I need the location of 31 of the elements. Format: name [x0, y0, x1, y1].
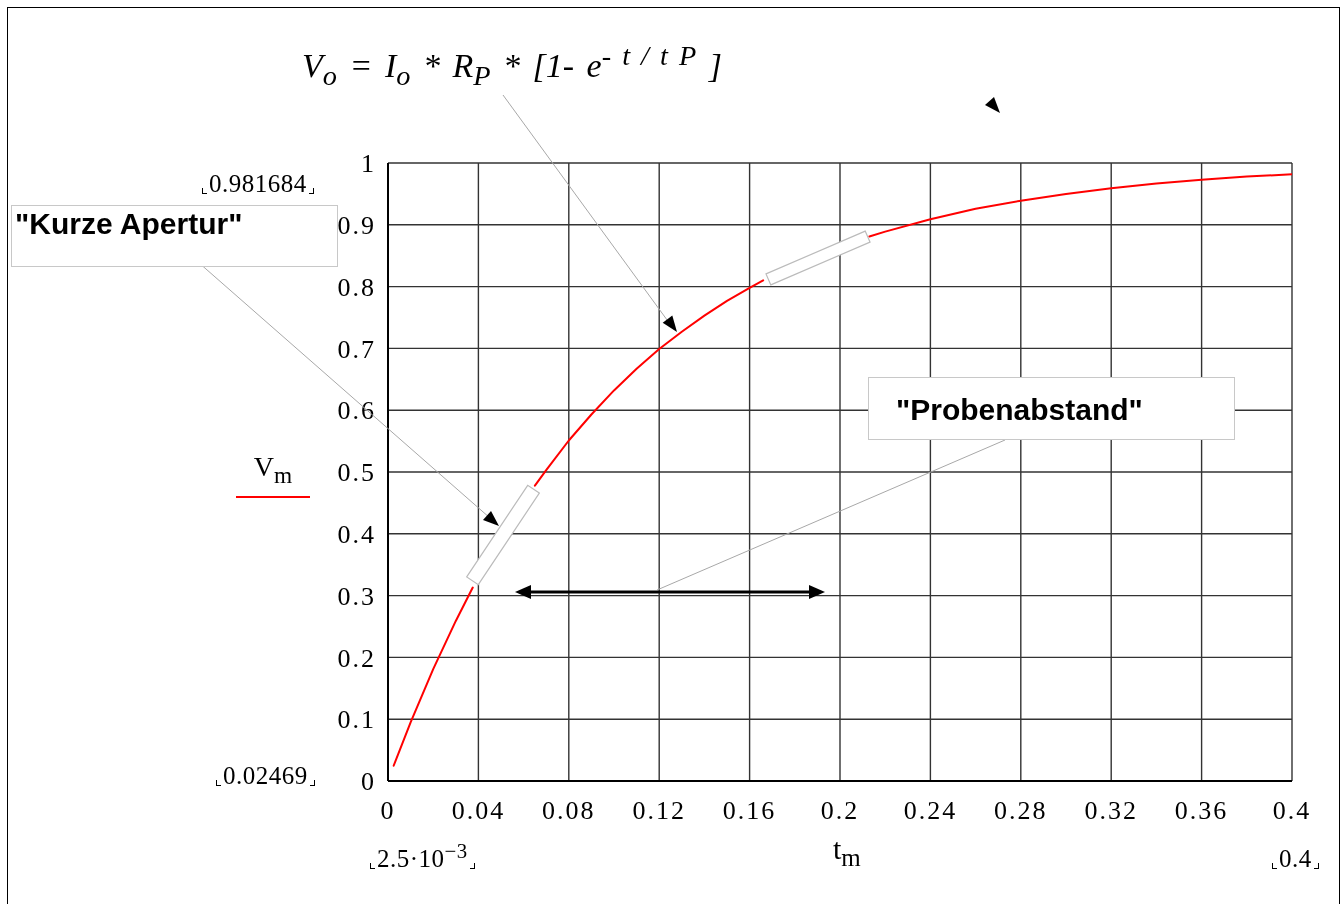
y-tick-label: 0.5	[337, 458, 376, 488]
x-tick-label: 0.24	[903, 796, 958, 826]
text: V$_{m}$	[252, 451, 294, 489]
y-tick-label: 0.1	[337, 705, 376, 735]
x-tick-label: 0.32	[1084, 796, 1138, 826]
x-axis-title: t$_{m}$	[833, 832, 861, 872]
x-tick-label: 0.12	[632, 796, 686, 826]
x-tick-label: 0.08	[542, 796, 596, 826]
y-tick-label: 0.3	[337, 581, 376, 611]
x-tick-label: 0.2	[820, 796, 860, 826]
chart-title: V$_{o}$ = I$_{o}$ * R$_{P}$ * [1- e$^{- t / t P}$ ]	[302, 40, 723, 92]
x-tick-label: 0	[380, 796, 396, 826]
x-tick-label: 0.36	[1174, 796, 1229, 826]
x-tick-label: 0.16	[722, 796, 777, 826]
text: 0.981684	[209, 170, 307, 197]
y-tick-label: 0.4	[337, 520, 376, 550]
y-tick-label: 0	[361, 767, 376, 797]
text: 0.4	[1279, 845, 1312, 872]
x-tick-label: 0.28	[994, 796, 1048, 826]
y-tick-label: 0.2	[337, 643, 376, 673]
x-tick-label: 0.4	[1272, 796, 1312, 826]
annotation: "Probenabstand"	[896, 393, 1143, 426]
y-tick-label: 0.9	[337, 211, 376, 241]
text: 0.02469	[223, 762, 308, 789]
y-tick-label: 0.6	[337, 396, 376, 426]
y-tick-label: 1	[361, 149, 376, 179]
y-tick-label: 0.7	[337, 334, 376, 364]
x-tick-label: 0.04	[451, 796, 506, 826]
text: 2.5·10$^{−3}$	[377, 839, 468, 873]
y-tick-label: 0.8	[337, 272, 376, 302]
text: "Kurze Apertur"	[15, 207, 243, 240]
